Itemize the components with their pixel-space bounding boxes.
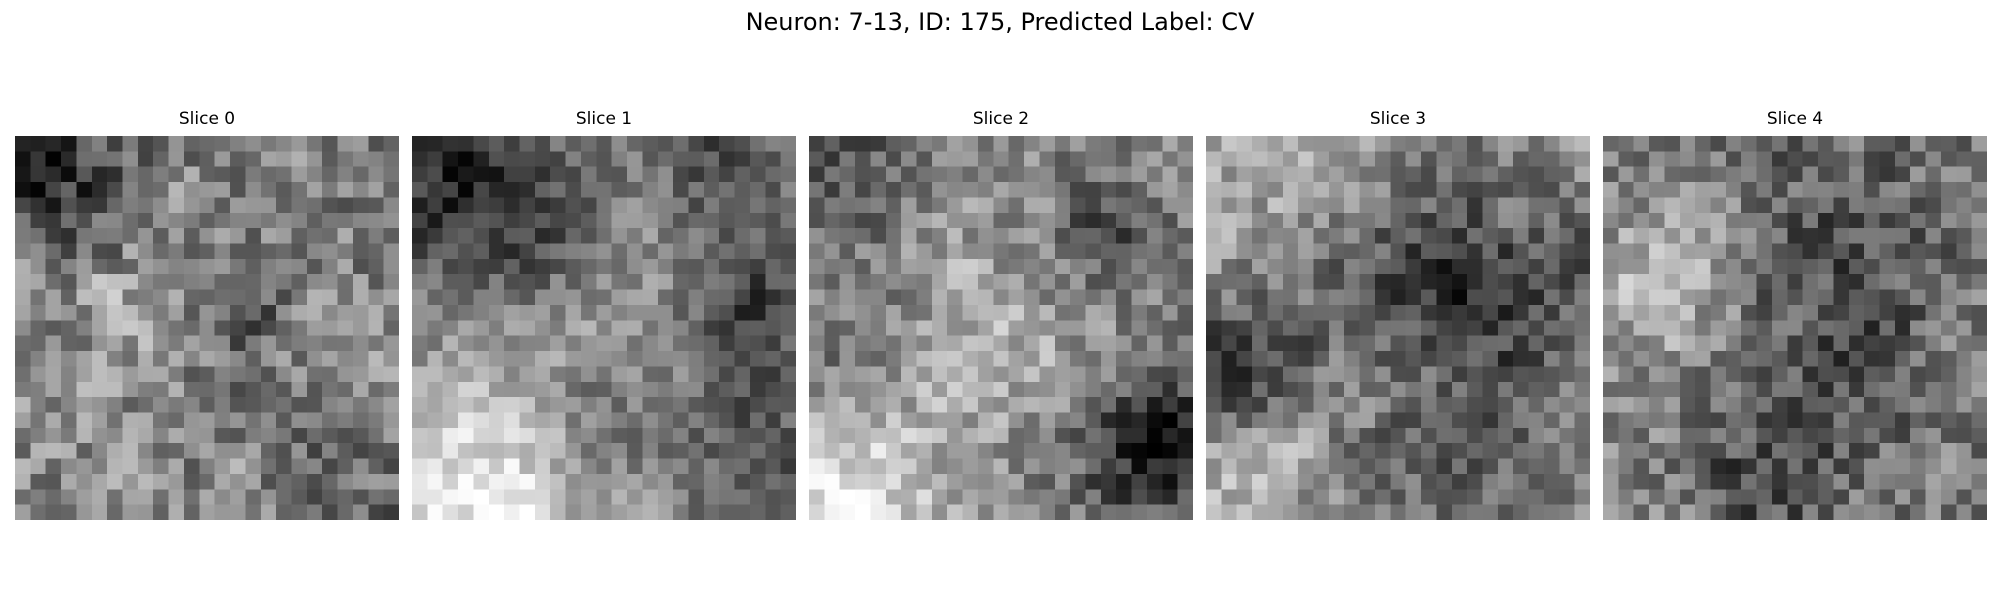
slice-panel-4: Slice 4 (1603, 108, 1987, 520)
slice-image-3 (1206, 136, 1590, 520)
slice-title-3: Slice 3 (1369, 109, 1427, 129)
slice-image-4 (1603, 136, 1987, 520)
slice-panel-1: Slice 1 (412, 108, 796, 520)
slice-title-2: Slice 2 (972, 109, 1030, 129)
slice-panel-2: Slice 2 (809, 108, 1193, 520)
slice-image-2 (809, 136, 1193, 520)
slice-panel-3: Slice 3 (1206, 108, 1590, 520)
figure-title: Neuron: 7-13, ID: 175, Predicted Label: … (745, 8, 1255, 36)
slice-image-0 (15, 136, 399, 520)
slice-panel-0: Slice 0 (15, 108, 399, 520)
slice-image-1 (412, 136, 796, 520)
slice-title-1: Slice 1 (575, 109, 633, 129)
slice-title-0: Slice 0 (178, 109, 236, 129)
slice-title-4: Slice 4 (1766, 109, 1824, 129)
